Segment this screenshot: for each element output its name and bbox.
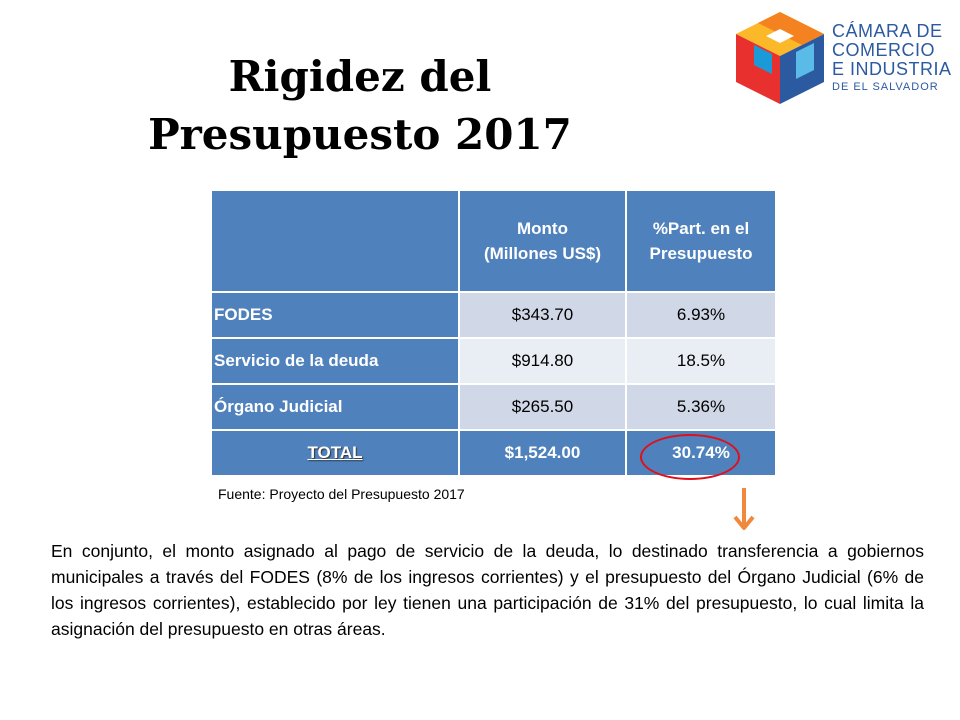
summary-paragraph: En conjunto, el monto asignado al pago d… <box>51 541 924 639</box>
table-header-row: Monto (Millones US$) %Part. en el Presup… <box>210 189 777 293</box>
table-row: FODES $343.70 6.93% <box>210 291 777 339</box>
logo-line-1: CÁMARA DE <box>832 21 943 41</box>
header-participacion: %Part. en el Presupuesto <box>625 189 777 293</box>
chamber-logo-icon <box>736 12 824 104</box>
row-label: Órgano Judicial <box>210 383 460 431</box>
header-part-line-2: Presupuesto <box>649 244 753 263</box>
slide-title: Rigidez del Presupuesto 2017 <box>110 48 610 164</box>
header-monto: Monto (Millones US$) <box>458 189 627 293</box>
source-note: Fuente: Proyecto del Presupuesto 2017 <box>218 486 465 502</box>
header-blank <box>210 189 460 293</box>
total-label: TOTAL <box>307 443 363 462</box>
title-line-1: Rigidez del <box>228 52 492 101</box>
row-monto: $343.70 <box>458 291 627 339</box>
highlight-circle <box>640 434 740 480</box>
logo-line-4: DE EL SALVADOR <box>832 81 939 93</box>
row-label: FODES <box>210 291 460 339</box>
header-monto-line-2: (Millones US$) <box>483 244 602 263</box>
total-label-cell: TOTAL <box>210 429 460 477</box>
logo-text: CÁMARA DE COMERCIO E INDUSTRIA DE EL SAL… <box>832 22 952 95</box>
budget-table: Monto (Millones US$) %Part. en el Presup… <box>210 189 777 477</box>
logo-line-2: COMERCIO <box>832 40 935 60</box>
row-monto: $914.80 <box>458 337 627 385</box>
table-row: Órgano Judicial $265.50 5.36% <box>210 383 777 431</box>
logo-line-3: E INDUSTRIA <box>832 59 952 79</box>
arrow-down-icon <box>733 488 755 530</box>
table-row: Servicio de la deuda $914.80 18.5% <box>210 337 777 385</box>
row-monto: $265.50 <box>458 383 627 431</box>
total-monto: $1,524.00 <box>458 429 627 477</box>
row-part: 6.93% <box>625 291 777 339</box>
row-part: 18.5% <box>625 337 777 385</box>
title-line-2: Presupuesto 2017 <box>148 110 572 159</box>
row-part: 5.36% <box>625 383 777 431</box>
header-monto-line-1: Monto <box>517 219 568 238</box>
header-part-line-1: %Part. en el <box>652 219 750 238</box>
row-label: Servicio de la deuda <box>210 337 460 385</box>
